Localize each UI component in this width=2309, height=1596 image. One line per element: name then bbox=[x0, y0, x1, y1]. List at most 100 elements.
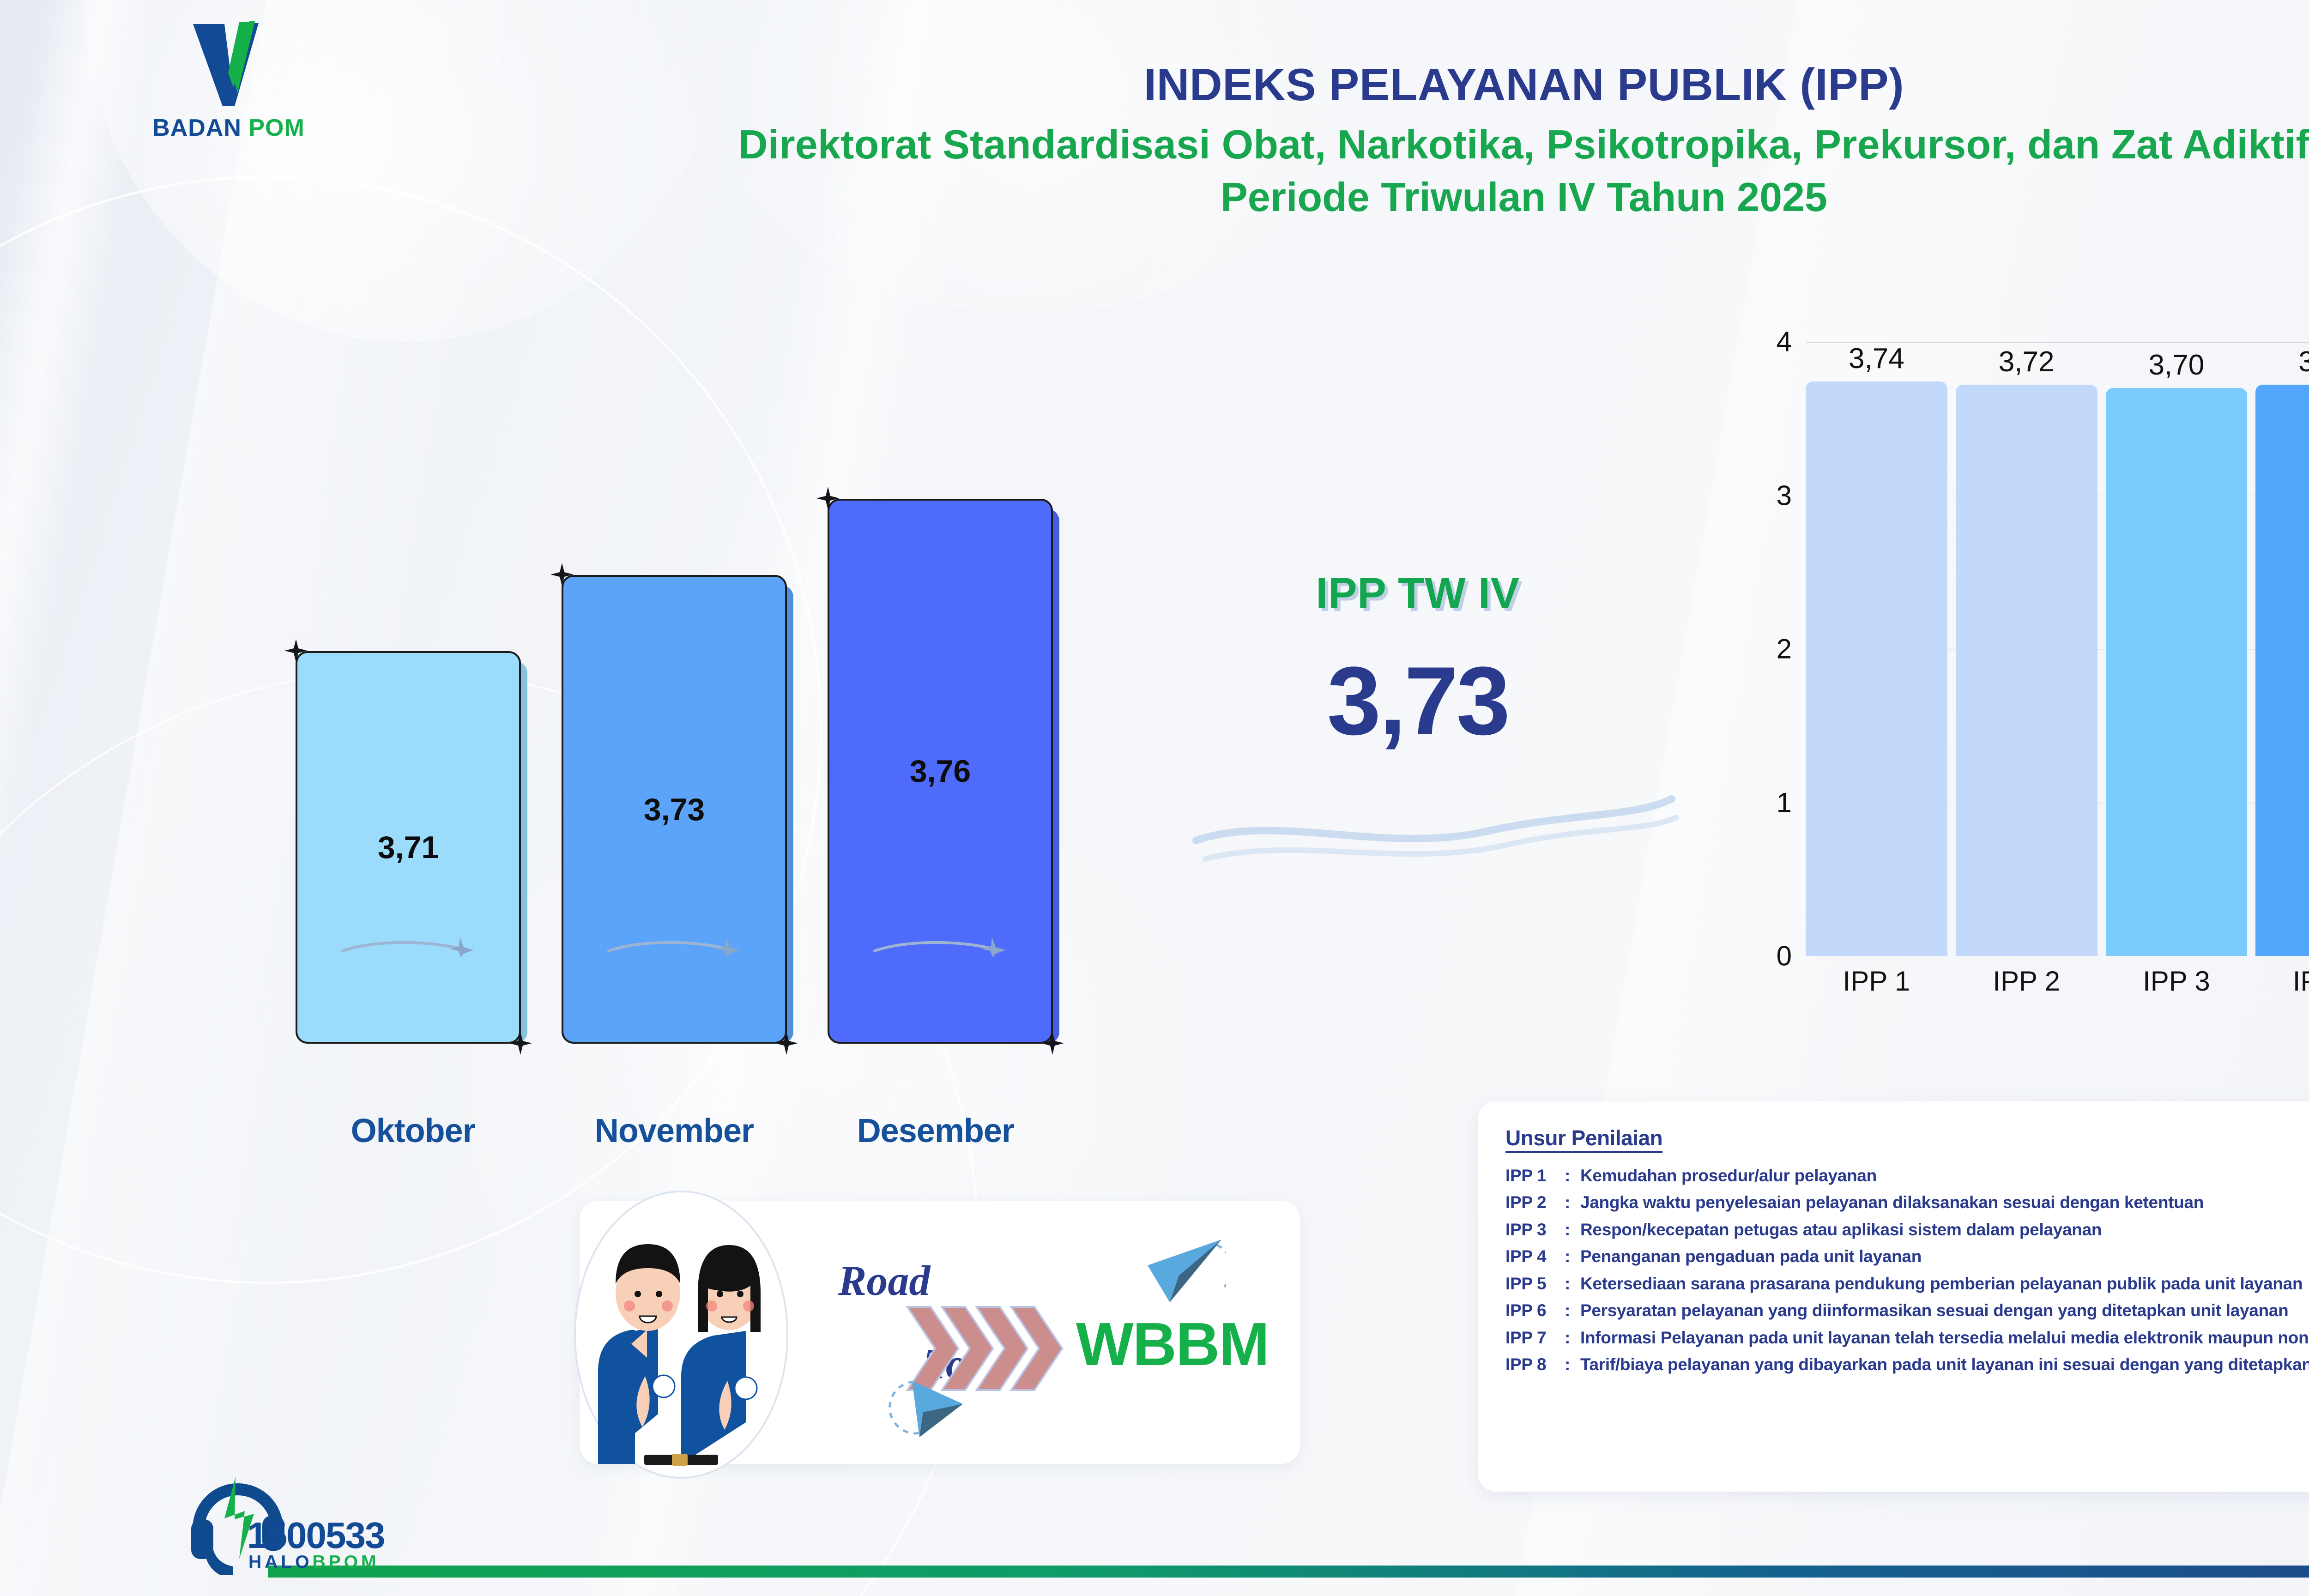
ipp-summary-value: 3,73 bbox=[1327, 647, 1511, 755]
unsur-item: IPP 6: Persyaratan pelayanan yang diinfor… bbox=[1505, 1297, 2309, 1324]
squiggle-decoration-icon bbox=[873, 937, 1006, 957]
month-column: 3,73 bbox=[550, 563, 798, 1055]
unsur-penilaian-panel: Unsur Penilaian IPP 1: Kemudahan prosedur… bbox=[1478, 1101, 2309, 1492]
month-label-desember: Desember bbox=[857, 1112, 1015, 1149]
chart-y-tick: 0 bbox=[1776, 940, 1792, 972]
wbbm-acronym: WBBM bbox=[1076, 1310, 1269, 1378]
unsur-item-separator: : bbox=[1565, 1301, 1571, 1320]
footer-divider-line bbox=[268, 1566, 2309, 1578]
halo-bpom-wordmark: HALOBPOM bbox=[248, 1553, 380, 1571]
chart-bar bbox=[2105, 387, 2248, 956]
wave-decoration-icon bbox=[1192, 795, 1679, 862]
chart-y-axis: 0 1 2 3 4 bbox=[1750, 326, 1801, 972]
month-bar-value: 3,76 bbox=[909, 754, 971, 789]
unsur-item-text: Persyaratan pelayanan yang diinformasika… bbox=[1580, 1301, 2289, 1320]
monthly-bar-chart: 3,71 3,73 3,76 Oktober November Desember bbox=[284, 462, 1064, 1150]
bpom-officers-illustration-icon bbox=[574, 1191, 788, 1479]
unsur-item: IPP 3: Respon/kecepatan petugas atau apli… bbox=[1505, 1216, 2309, 1243]
unsur-item-key: IPP 5 bbox=[1505, 1274, 1547, 1293]
unsur-item-separator: : bbox=[1565, 1220, 1571, 1239]
chart-bar-column: 3,70 bbox=[2105, 342, 2248, 956]
unsur-item-key: IPP 4 bbox=[1505, 1247, 1547, 1266]
page-title: INDEKS PELAYANAN PUBLIK (IPP) bbox=[1143, 59, 1904, 110]
unsur-item-key: IPP 1 bbox=[1505, 1166, 1547, 1185]
month-bar-value: 3,73 bbox=[643, 792, 705, 827]
unsur-item-text: Kemudahan prosedur/alur pelayanan bbox=[1580, 1166, 1877, 1185]
chart-x-label: IPP 1 bbox=[1843, 966, 1910, 997]
bpom-check-icon bbox=[180, 18, 277, 109]
chart-y-tick: 1 bbox=[1776, 787, 1792, 818]
ipp-summary: IPP TW IV 3,73 bbox=[1173, 568, 1679, 862]
unsur-item-text: Informasi Pelayanan pada unit layanan te… bbox=[1580, 1328, 2309, 1347]
unsur-item-separator: : bbox=[1565, 1328, 1571, 1347]
unsur-item-text: Tarif/biaya pelayanan yang dibayarkan pa… bbox=[1580, 1355, 2309, 1374]
unsur-list: IPP 1: Kemudahan prosedur/alur pelayanan I… bbox=[1505, 1162, 2309, 1378]
chart-bar-column: 3,72 bbox=[2255, 342, 2309, 956]
unsur-heading: Unsur Penilaian bbox=[1505, 1126, 1663, 1150]
unsur-item: IPP 5: Ketersediaan sarana prasarana pend… bbox=[1505, 1270, 2309, 1297]
halo-word-bpom: BPOM bbox=[312, 1552, 380, 1572]
unsur-item: IPP 8: Tarif/biaya pelayanan yang dibayar… bbox=[1505, 1351, 2309, 1378]
unsur-item-key: IPP 3 bbox=[1505, 1220, 1547, 1239]
badan-pom-logo: BADAN POM bbox=[152, 18, 305, 140]
halo-bpom-number: 1500533 bbox=[247, 1515, 385, 1556]
unsur-item-separator: : bbox=[1565, 1355, 1571, 1374]
unsur-item-separator: : bbox=[1565, 1274, 1571, 1293]
unsur-item-text: Penanganan pengaduan pada unit layanan bbox=[1580, 1247, 1922, 1266]
chart-bar-value: 3,70 bbox=[2148, 349, 2205, 381]
page-subtitle-unit: Direktorat Standardisasi Obat, Narkotika… bbox=[738, 121, 2309, 167]
chart-bar bbox=[2255, 385, 2309, 956]
road-to-wbbm-card: Road To WBBM bbox=[574, 1191, 1300, 1479]
unsur-item-separator: : bbox=[1565, 1247, 1571, 1266]
squiggle-decoration-icon bbox=[607, 937, 740, 957]
chart-bar bbox=[1955, 385, 2097, 956]
unsur-item-key: IPP 2 bbox=[1505, 1193, 1547, 1212]
chart-plot-area: 3,743,723,703,723,763,743,733,72 bbox=[1806, 342, 2309, 956]
chart-bar-value: 3,74 bbox=[1849, 343, 1904, 375]
chart-bar-value: 3,72 bbox=[1998, 346, 2055, 378]
bpom-word-badan: BADAN bbox=[152, 115, 242, 141]
chart-bar-column: 3,74 bbox=[1806, 342, 1947, 956]
chart-x-label: IPP 4 bbox=[2292, 966, 2309, 997]
unsur-item: IPP 4: Penanganan pengaduan pada unit lay… bbox=[1505, 1243, 2309, 1270]
chart-y-tick: 2 bbox=[1776, 633, 1792, 665]
headset-icon bbox=[191, 1477, 284, 1575]
unsur-item-text: Jangka waktu penyelesaian pelayanan dila… bbox=[1580, 1193, 2204, 1212]
chart-bar-column: 3,72 bbox=[1955, 342, 2097, 956]
month-bar-value: 3,71 bbox=[377, 830, 439, 865]
ipp-summary-label: IPP TW IV bbox=[1316, 568, 1520, 617]
chart-bar-value: 3,72 bbox=[2298, 346, 2309, 378]
chart-x-label: IPP 3 bbox=[2143, 966, 2210, 997]
unsur-item: IPP 2: Jangka waktu penyelesaian pelayana… bbox=[1505, 1189, 2309, 1216]
month-label-november: November bbox=[594, 1112, 754, 1149]
month-column: 3,76 bbox=[816, 487, 1064, 1055]
bpom-word-pom: POM bbox=[248, 115, 305, 141]
month-bar: 3,73 bbox=[562, 575, 793, 1044]
chevron-arrows-icon bbox=[906, 1306, 1064, 1391]
unsur-item-key: IPP 7 bbox=[1505, 1328, 1547, 1347]
chart-x-label: IPP 2 bbox=[1993, 966, 2060, 997]
unsur-item-key: IPP 6 bbox=[1505, 1301, 1547, 1320]
unsur-item-text: Respon/kecepatan petugas atau aplikasi s… bbox=[1580, 1220, 2102, 1239]
chart-y-tick: 4 bbox=[1776, 326, 1792, 357]
month-bar: 3,76 bbox=[828, 499, 1059, 1044]
halo-word-halo: HALO bbox=[248, 1552, 313, 1572]
page-subtitle-period: Periode Triwulan IV Tahun 2025 bbox=[1221, 174, 1827, 220]
unsur-item: IPP 7: Informasi Pelayanan pada unit laya… bbox=[1505, 1324, 2309, 1351]
bpom-wordmark: BADAN POM bbox=[152, 116, 305, 140]
unsur-item: IPP 1: Kemudahan prosedur/alur pelayanan bbox=[1505, 1162, 2309, 1189]
title-block: INDEKS PELAYANAN PUBLIK (IPP) Direktorat… bbox=[485, 60, 2309, 220]
paper-plane-icon bbox=[889, 1380, 963, 1437]
unsur-item-key: IPP 8 bbox=[1505, 1355, 1547, 1374]
unsur-item-separator: : bbox=[1565, 1193, 1571, 1212]
halo-bpom-contact: 1500533 HALOBPOM bbox=[180, 1459, 559, 1596]
squiggle-decoration-icon bbox=[341, 937, 474, 957]
unsur-item-text: Ketersediaan sarana prasarana pendukung … bbox=[1580, 1274, 2303, 1293]
month-column: 3,71 bbox=[284, 639, 532, 1055]
wbbm-road-label: Road bbox=[838, 1257, 931, 1304]
unsur-item-separator: : bbox=[1565, 1166, 1571, 1185]
month-label-oktober: Oktober bbox=[351, 1112, 476, 1149]
chart-y-tick: 3 bbox=[1776, 480, 1792, 511]
